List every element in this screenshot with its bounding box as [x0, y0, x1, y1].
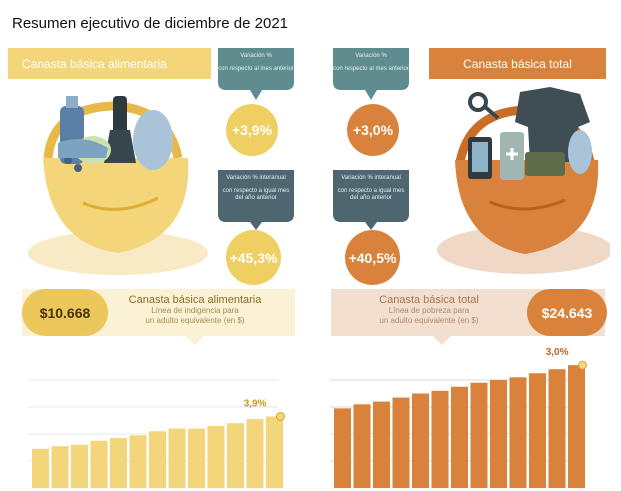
bubble-shape-left-yearly	[218, 170, 294, 230]
cost-right-text: Canasta básica total Línea de pobreza pa…	[336, 294, 522, 326]
chart-left-bar	[207, 425, 225, 488]
bubble-shape-left-monthly	[218, 48, 294, 100]
bubble-right-yearly: Variación % interanual con respecto a ig…	[333, 170, 409, 222]
header-canasta-alimentaria: Canasta básica alimentaria	[8, 48, 211, 79]
basket-food-illustration	[28, 96, 208, 275]
bubble-right-yearly-desc: con respecto a igual mes del año anterio…	[337, 188, 405, 201]
bubble-left-monthly: Variación % con respecto al mes anterior	[218, 48, 294, 90]
chart-left-bar	[32, 448, 49, 488]
cost-left-text: Canasta básica alimentaria Línea de indi…	[110, 294, 280, 326]
chart-right-bar	[334, 408, 351, 488]
cost-left-sub1: Línea de indigencia para	[151, 306, 239, 315]
chart-left-bar	[149, 431, 166, 488]
cost-band-right-pointer	[432, 335, 452, 345]
left-monthly-value: +3,9%	[226, 104, 278, 156]
page-title: Resumen ejecutivo de diciembre de 2021	[12, 15, 288, 32]
bubble-shape-right-monthly	[333, 48, 409, 100]
right-yearly-value: +40,5%	[345, 230, 400, 285]
bubble-left-monthly-heading: Variación %	[240, 53, 272, 59]
chart-right-bar	[451, 386, 468, 488]
chart-right-bar	[431, 390, 449, 488]
cost-left-amount: $10.668	[22, 289, 108, 336]
chart-right-annotation: 3,0%	[546, 347, 569, 358]
chart-left-bar	[129, 435, 147, 488]
chart-right-bar	[490, 380, 507, 488]
bubble-right-monthly: Variación % con respecto al mes anterior	[333, 48, 409, 90]
chart-right-bar	[392, 397, 410, 488]
chart-left-bar	[168, 428, 186, 488]
chart-left-bar	[110, 438, 127, 488]
right-monthly-value: +3,0%	[347, 104, 399, 156]
chart-right-bar	[470, 382, 488, 488]
chart-left-bar	[246, 419, 264, 488]
bubble-left-monthly-desc: con respecto al mes anterior	[218, 66, 294, 72]
bubble-right-monthly-heading: Variación %	[355, 53, 387, 59]
basket-total-illustration	[437, 87, 610, 274]
chart-right-bar	[548, 369, 566, 488]
chart-right-bar	[529, 373, 546, 488]
chart-left: 3,9%	[28, 379, 285, 488]
header-canasta-total: Canasta básica total	[429, 48, 606, 79]
chart-right-bar	[412, 393, 429, 488]
cost-left-title: Canasta básica alimentaria	[128, 294, 262, 306]
cost-left-sub2: un adulto equivalente (en $)	[145, 316, 245, 325]
chart-right-bar	[353, 404, 371, 488]
chart-left-annotation: 3,9%	[244, 398, 267, 409]
cost-right-sub2: un adulto equivalente (en $)	[379, 316, 479, 325]
bubble-left-yearly: Variación % interanual con respecto a ig…	[218, 170, 294, 222]
bubble-shape-right-yearly	[333, 170, 409, 230]
chart-right-end-marker	[578, 360, 587, 370]
left-yearly-value: +45,3%	[226, 230, 281, 285]
chart-left-bar	[51, 446, 69, 488]
chart-right-bar	[373, 401, 390, 488]
cost-band-left-pointer	[185, 335, 205, 345]
cost-right-title: Canasta básica total	[379, 294, 479, 306]
bubble-right-monthly-desc: con respecto al mes anterior	[333, 66, 409, 72]
chart-left-bar	[227, 423, 244, 488]
cost-right-amount: $24.643	[527, 289, 607, 336]
cost-right-sub1: Línea de pobreza para	[388, 306, 470, 315]
chart-right-bar	[568, 365, 585, 488]
chart-left-bar	[90, 440, 108, 488]
bubble-left-yearly-desc: con respecto a igual mes del año anterio…	[222, 188, 290, 201]
chart-left-bar	[266, 416, 283, 488]
chart-left-end-marker	[276, 411, 285, 421]
chart-right: 3,0%	[330, 347, 587, 488]
chart-left-bar	[188, 428, 205, 488]
chart-right-bar	[509, 377, 527, 488]
bubble-right-yearly-heading: Variación % interanual	[341, 175, 401, 181]
bubble-left-yearly-heading: Variación % interanual	[226, 175, 286, 181]
chart-left-bar	[71, 444, 88, 488]
